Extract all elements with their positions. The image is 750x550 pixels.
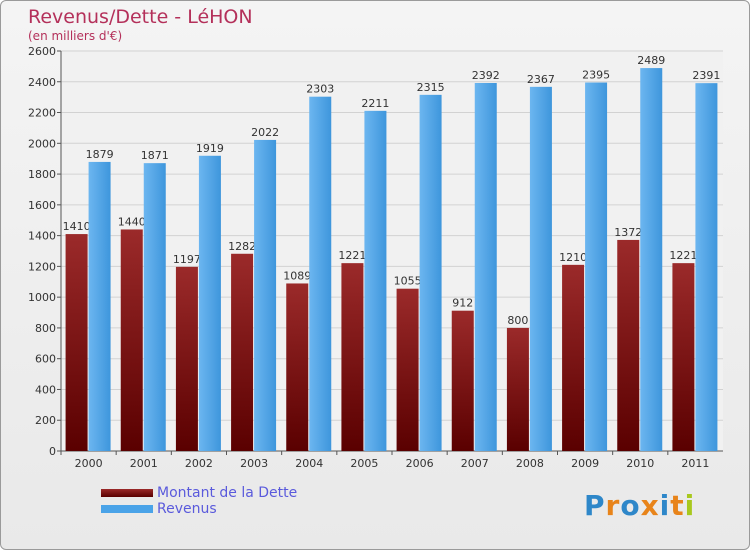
data-label-dette: 1221 xyxy=(669,249,697,262)
x-tick-label: 2009 xyxy=(571,457,599,470)
bar-dette xyxy=(231,253,254,451)
y-tick-label: 800 xyxy=(35,322,56,335)
y-tick-label: 2200 xyxy=(28,107,56,120)
bar-revenus xyxy=(364,110,387,451)
y-tick-label: 1200 xyxy=(28,260,56,273)
bar-dette xyxy=(341,263,364,451)
chart-title: Revenus/Dette - LéHON xyxy=(28,6,253,28)
chart-subtitle: (en milliers d'€) xyxy=(28,29,123,43)
bar-dette xyxy=(65,234,88,451)
chart-legend: Montant de la Dette Revenus xyxy=(101,485,297,517)
y-tick-label: 0 xyxy=(49,445,56,458)
data-label-revenus: 2489 xyxy=(637,54,665,67)
y-tick-label: 600 xyxy=(35,353,56,366)
bar-dette xyxy=(286,283,309,451)
data-label-revenus: 2391 xyxy=(692,69,720,82)
data-label-dette: 912 xyxy=(452,297,473,310)
legend-label-dette: Montant de la Dette xyxy=(157,485,298,501)
bar-revenus xyxy=(254,139,277,451)
data-label-revenus: 2022 xyxy=(251,126,279,139)
bar-dette xyxy=(120,229,143,451)
x-tick-label: 2004 xyxy=(295,457,323,470)
logo-letter: t xyxy=(670,489,685,522)
y-tick-label: 1000 xyxy=(28,291,56,304)
data-label-revenus: 2367 xyxy=(527,73,555,86)
bar-revenus xyxy=(143,163,166,451)
y-tick-label: 1800 xyxy=(28,168,56,181)
bar-revenus xyxy=(640,68,663,452)
data-label-dette: 1372 xyxy=(614,226,642,239)
bar-revenus xyxy=(585,82,608,452)
x-tick-label: 2001 xyxy=(130,457,158,470)
bar-dette xyxy=(617,239,640,451)
data-label-dette: 1197 xyxy=(173,253,201,266)
x-tick-label: 2003 xyxy=(240,457,268,470)
bar-dette xyxy=(506,327,529,451)
legend-swatch-dette xyxy=(101,489,153,497)
data-label-dette: 1221 xyxy=(338,249,366,262)
data-label-revenus: 2211 xyxy=(361,97,389,110)
data-label-dette: 800 xyxy=(507,314,528,327)
legend-label-revenus: Revenus xyxy=(157,501,217,517)
bar-revenus xyxy=(309,96,332,451)
y-tick-label: 1400 xyxy=(28,230,56,243)
x-tick-label: 2006 xyxy=(406,457,434,470)
data-label-dette: 1210 xyxy=(559,251,587,264)
plot-area xyxy=(61,51,723,451)
y-tick-label: 200 xyxy=(35,414,56,427)
y-tick-label: 2400 xyxy=(28,76,56,89)
bar-revenus xyxy=(198,155,221,451)
bar-dette xyxy=(175,266,198,451)
logo-letter: r xyxy=(605,489,621,522)
data-label-revenus: 1871 xyxy=(141,149,169,162)
bar-revenus xyxy=(474,83,497,451)
data-label-dette: 1440 xyxy=(118,215,146,228)
x-tick-label: 2008 xyxy=(516,457,544,470)
logo-letter: P xyxy=(584,489,606,522)
logo-letter: x xyxy=(640,489,660,522)
bar-revenus xyxy=(529,86,552,451)
y-tick-label: 1600 xyxy=(28,199,56,212)
x-tick-label: 2011 xyxy=(681,457,709,470)
data-label-dette: 1089 xyxy=(283,269,311,282)
legend-item-revenus: Revenus xyxy=(101,501,297,517)
data-label-revenus: 1879 xyxy=(86,148,114,161)
logo-letter: i xyxy=(659,489,671,522)
data-label-dette: 1055 xyxy=(394,275,422,288)
logo-letter: o xyxy=(620,489,641,522)
data-label-dette: 1282 xyxy=(228,240,256,253)
x-tick-label: 2007 xyxy=(461,457,489,470)
bar-revenus xyxy=(695,83,718,452)
y-tick-label: 2000 xyxy=(28,137,56,150)
data-label-dette: 1410 xyxy=(63,220,91,233)
data-label-revenus: 2303 xyxy=(306,83,334,96)
bar-dette xyxy=(672,263,695,451)
data-label-revenus: 2315 xyxy=(417,81,445,94)
y-tick-label: 2600 xyxy=(28,45,56,58)
bar-dette xyxy=(451,310,474,451)
bar-dette xyxy=(396,288,419,451)
x-tick-label: 2000 xyxy=(75,457,103,470)
bar-dette xyxy=(562,264,585,451)
bar-revenus xyxy=(419,94,442,451)
data-label-revenus: 2395 xyxy=(582,69,610,82)
data-label-revenus: 2392 xyxy=(472,69,500,82)
bar-revenus xyxy=(88,161,111,451)
x-tick-label: 2010 xyxy=(626,457,654,470)
y-tick-label: 400 xyxy=(35,383,56,396)
x-tick-label: 2002 xyxy=(185,457,213,470)
x-tick-label: 2005 xyxy=(350,457,378,470)
proxiti-logo: Proxiti xyxy=(584,489,695,522)
logo-letter: i xyxy=(684,489,696,522)
legend-swatch-revenus xyxy=(101,505,153,513)
legend-item-dette: Montant de la Dette xyxy=(101,485,297,501)
data-label-revenus: 1919 xyxy=(196,142,224,155)
